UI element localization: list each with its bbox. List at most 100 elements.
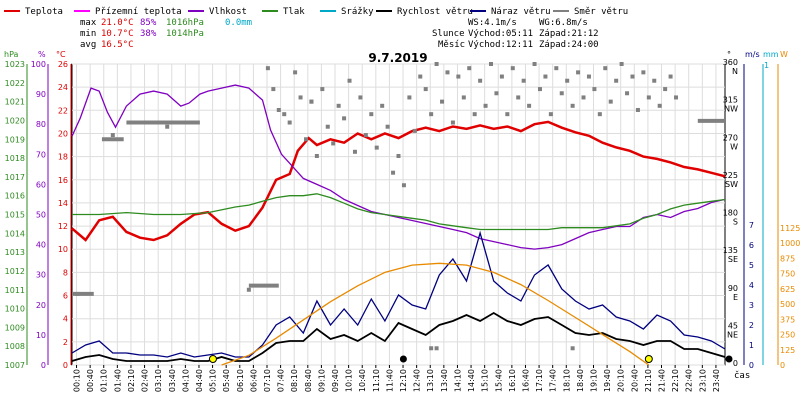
- solar-tick: 375: [780, 315, 795, 324]
- press-tick: 1020: [5, 116, 25, 125]
- wind-dir-point: [110, 133, 115, 138]
- x-axis: 00:10 00:40 01:10 01:40 02:10 02:40 03:10 03:40…: [73, 365, 721, 392]
- solar-tick: 500: [780, 300, 795, 309]
- legend-item: Tlak: [283, 7, 305, 17]
- x-tick-label: 10:10: [345, 369, 354, 392]
- x-tick-label: 09:40: [331, 369, 340, 392]
- press-tick: 1016: [5, 192, 25, 201]
- wind-dir-point: [505, 112, 510, 117]
- dir-tick: 225: [723, 171, 738, 180]
- wind-dir-point: [608, 99, 613, 104]
- x-tick-label: 11:10: [372, 369, 381, 392]
- wind-dir-point: [489, 62, 494, 66]
- unit-wind: m/s: [745, 50, 760, 59]
- wind-dir-point: [336, 103, 341, 108]
- wind-dir-point: [418, 74, 423, 79]
- wind-dir-point: [663, 87, 668, 92]
- x-tick-label: 21:10: [644, 369, 653, 392]
- legend-item: Vlhkost: [209, 7, 247, 17]
- wind-dir-point: [646, 95, 651, 100]
- wind-dir-point: [320, 87, 325, 92]
- temp-tick: 26: [58, 60, 68, 69]
- temp-tick: 4: [63, 315, 68, 324]
- wind-tick: 2: [749, 321, 754, 330]
- unit-press: hPa: [4, 50, 19, 59]
- stats-block: max 21.0°C 85% 1016hPa 0.0mm min 10.7°C …: [80, 18, 252, 50]
- legend: Teplota Přízemní teplota Vlhkost Tlak Srážky…: [4, 7, 628, 17]
- wind-dir-point: [467, 66, 472, 71]
- wind-dir-point: [412, 128, 417, 133]
- legend-item: Srážky: [341, 7, 374, 17]
- dir-tick-compass: S: [733, 218, 738, 227]
- legend-item: Teplota: [25, 7, 63, 17]
- x-tick-label: 11:40: [385, 369, 394, 392]
- stats-max-rain: 0.0mm: [225, 18, 252, 28]
- stats-min-label: min: [80, 29, 96, 39]
- x-tick-label: 19:10: [589, 369, 598, 392]
- wind-dir-point: [246, 287, 251, 292]
- temp-tick: 10: [58, 245, 68, 254]
- wind-dir-point: [309, 99, 314, 104]
- wind-tick: 0: [749, 361, 754, 370]
- hum-tick: 90: [36, 90, 46, 99]
- wind-dir-point: [287, 120, 292, 125]
- rain-tick: 1: [764, 61, 769, 70]
- press-tick: 1012: [5, 267, 25, 276]
- x-tick-label: 05:40: [222, 369, 231, 392]
- dir-tick: 135: [723, 246, 738, 255]
- press-tick: 1022: [5, 79, 25, 88]
- solar-tick: 875: [780, 254, 795, 263]
- wind-dir-point: [456, 74, 461, 79]
- x-tick-label: 18:40: [576, 369, 585, 392]
- press-tick: 1021: [5, 98, 25, 107]
- wind-dir-point: [570, 346, 575, 351]
- x-tick-label: 00:10: [73, 369, 82, 392]
- hum-tick: 100: [31, 60, 46, 69]
- unit-solar: W: [780, 50, 788, 59]
- temp-tick: 22: [58, 106, 68, 115]
- x-tick-label: 21:40: [658, 369, 667, 392]
- wind-wg: WG:6.8m/s: [539, 18, 588, 28]
- hum-tick: 30: [36, 271, 46, 280]
- press-tick: 1013: [5, 248, 25, 257]
- axes: 1007100810091010101110121013101410151016…: [5, 58, 800, 370]
- stats-min-hum: 38%: [140, 29, 157, 39]
- wind-dir-point: [429, 112, 434, 117]
- wind-dir-point: [510, 66, 515, 71]
- dir-tick-compass: E: [733, 293, 738, 302]
- stats-max-press: 1016hPa: [166, 18, 204, 28]
- wind-tick: 1: [749, 341, 754, 350]
- dir-tick: 315: [723, 96, 738, 105]
- solar-tick: 625: [780, 285, 795, 294]
- wind-dir-point: [440, 99, 445, 104]
- wind-dir-point: [592, 87, 597, 92]
- press-tick: 1015: [5, 211, 25, 220]
- unit-hum: %: [38, 50, 46, 59]
- x-tick-label: 13:40: [440, 369, 449, 392]
- wind-dir-point: [347, 78, 352, 83]
- wind-dir-point: [548, 112, 553, 117]
- unit-dir: °: [727, 50, 731, 59]
- dir-tick-compass: N: [732, 67, 738, 76]
- press-tick: 1009: [5, 323, 25, 332]
- wind-dir-point: [516, 95, 521, 100]
- moonset-marker: [725, 355, 733, 363]
- temp-tick: 8: [63, 268, 68, 277]
- wind-dir-point: [165, 124, 170, 129]
- stats-min-temp: 10.7°C: [101, 29, 134, 39]
- x-tick-label: 04:40: [195, 369, 204, 392]
- solar-tick: 125: [780, 346, 795, 355]
- wind-dir-point: [293, 70, 298, 75]
- wind-dir-point: [429, 346, 434, 351]
- wind-dir-point: [532, 62, 537, 66]
- wind-dir-point: [554, 66, 559, 71]
- wind-dir-point: [352, 149, 357, 154]
- legend-item: Rychlost větru: [397, 7, 473, 17]
- wind-tick: 6: [749, 241, 754, 250]
- wind-dir-point: [265, 66, 270, 71]
- x-tick-label: 12:10: [399, 369, 408, 392]
- wind-tick: 7: [749, 221, 754, 230]
- wind-dir-point: [385, 124, 390, 129]
- wind-dir-point: [641, 70, 646, 75]
